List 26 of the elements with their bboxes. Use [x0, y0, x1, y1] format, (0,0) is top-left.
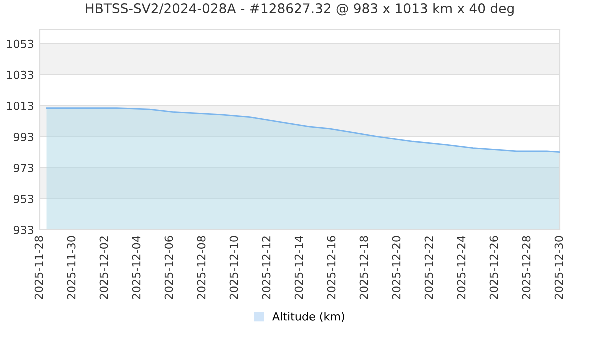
x-tick-label: 2025-12-12 [262, 236, 271, 300]
y-tick-label: 1033 [7, 70, 34, 80]
x-tick-label: 2025-12-10 [230, 236, 238, 300]
legend-label: Altitude (km) [272, 312, 344, 322]
x-tick-label: 2025-12-02 [100, 236, 108, 300]
y-tick-label: 993 [14, 132, 34, 142]
x-tick-label: 2025-12-26 [490, 236, 498, 300]
x-tick-label: 2025-12-22 [424, 236, 434, 300]
y-tick-label: 1013 [7, 102, 34, 110]
x-tick-label: 2025-12-28 [522, 236, 531, 300]
x-tick-label: 2025-11-28 [34, 236, 44, 300]
x-tick-label: 2025-12-20 [392, 236, 401, 300]
x-tick-label: 2025-12-16 [327, 236, 336, 300]
x-tick-label: 2025-12-24 [457, 236, 466, 300]
y-tick-label: 933 [14, 226, 34, 234]
x-tick-label: 2025-12-04 [132, 236, 141, 300]
x-tick-label: 2025-12-30 [554, 236, 564, 300]
chart-title: HBTSS-SV2/2024-028A - #128627.32 @ 983 x 1013 km x 40 deg [86, 3, 514, 16]
x-tick-label: 2025-12-18 [360, 236, 368, 300]
x-tick-label: 2025-12-14 [294, 236, 304, 300]
y-tick-label: 973 [14, 164, 34, 172]
x-tick-label: 2025-11-30 [67, 236, 76, 300]
y-tick-label: 953 [14, 194, 34, 204]
y-tick-label: 1053 [7, 40, 34, 48]
x-tick-label: 2025-12-06 [164, 236, 174, 300]
x-tick-label: 2025-12-08 [197, 236, 206, 300]
